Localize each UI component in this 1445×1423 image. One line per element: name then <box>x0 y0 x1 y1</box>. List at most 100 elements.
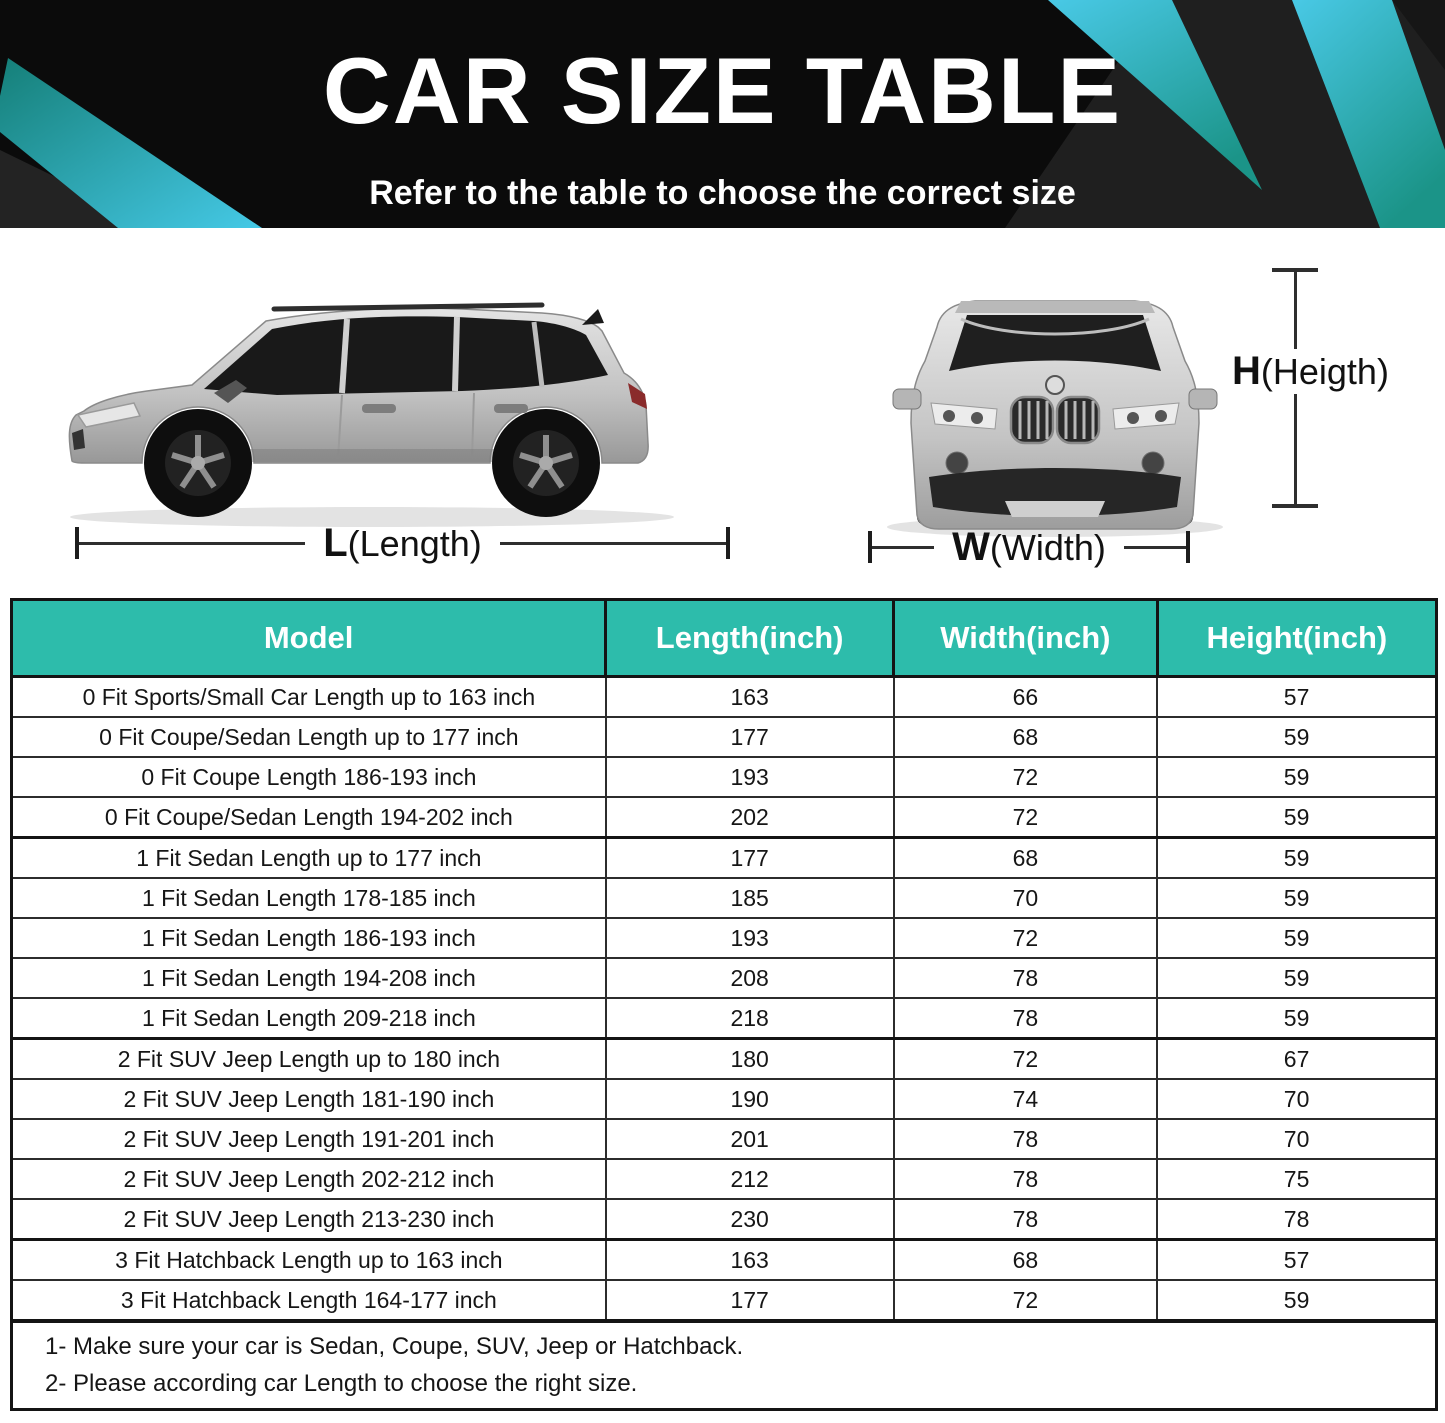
table-row: 1 Fit Sedan Length up to 177 inch 177 68 59 <box>10 836 1438 879</box>
width-cell: 78 <box>892 997 1159 1040</box>
roof-line <box>955 301 1155 313</box>
model-cell: 3 Fit Hatchback Length 164-177 inch <box>10 1279 607 1322</box>
length-cell: 180 <box>604 1037 895 1080</box>
height-cell: 59 <box>1156 836 1438 879</box>
table-row: 2 Fit SUV Jeep Length up to 180 inch 180 7… <box>10 1037 1438 1080</box>
model-cell: 1 Fit Sedan Length 186-193 inch <box>10 917 607 959</box>
dimension-line <box>79 541 306 545</box>
height-cell: 59 <box>1156 716 1438 758</box>
height-cell: 59 <box>1156 756 1438 798</box>
door-seam <box>471 392 475 460</box>
dimension-line <box>872 545 935 549</box>
brand-badge <box>1045 375 1065 395</box>
side-mirror <box>214 380 247 403</box>
length-label: L(Length) <box>323 520 482 565</box>
note-line-2: 2- Please according car Length to choose… <box>45 1370 638 1397</box>
height-cell: 67 <box>1156 1037 1438 1080</box>
length-cell: 163 <box>604 1238 895 1281</box>
model-cell: 0 Fit Coupe Length 186-193 inch <box>10 756 607 798</box>
window-pillar <box>531 321 545 388</box>
width-cell: 66 <box>892 675 1159 718</box>
length-cell: 218 <box>604 997 895 1040</box>
window-pillar <box>339 318 350 394</box>
length-cell: 163 <box>604 675 895 718</box>
dimension-tick <box>1272 504 1318 508</box>
width-cell: 78 <box>892 1198 1159 1241</box>
dimension-tick <box>1186 531 1191 563</box>
size-table-section: Model Length(inch) Width(inch) Height(in… <box>9 598 1439 1411</box>
table-row: 2 Fit SUV Jeep Length 213-230 inch 230 78 7… <box>10 1198 1438 1241</box>
headlight-lens <box>1155 410 1167 422</box>
headlight-lens <box>1127 412 1139 424</box>
headlight-lens <box>971 412 983 424</box>
roof-rail <box>271 302 545 312</box>
length-cell: 177 <box>604 716 895 758</box>
door-seam <box>337 394 343 460</box>
height-cell: 59 <box>1156 997 1438 1040</box>
table-row: 1 Fit Sedan Length 194-208 inch 208 78 59 <box>10 957 1438 999</box>
length-cell: 185 <box>604 877 895 919</box>
left-fog-light <box>945 451 969 475</box>
tail-light <box>628 383 647 409</box>
table-header: Model Length(inch) Width(inch) Height(in… <box>9 598 1439 678</box>
hood-line <box>960 317 1150 336</box>
table-row: 2 Fit SUV Jeep Length 181-190 inch 190 74 7… <box>10 1078 1438 1120</box>
width-cell: 72 <box>892 756 1159 798</box>
right-fog-light <box>1141 451 1165 475</box>
banner-accent-graphics <box>0 0 1445 228</box>
banner-corner-triangle <box>1392 0 1445 70</box>
width-cell: 72 <box>892 1279 1159 1322</box>
banner: CAR SIZE TABLE Refer to the table to cho… <box>0 0 1445 228</box>
width-cell: 70 <box>892 877 1159 919</box>
model-cell: 2 Fit SUV Jeep Length 202-212 inch <box>10 1158 607 1200</box>
length-dimension-line: L(Length) <box>75 521 730 565</box>
skid-plate <box>1005 501 1105 517</box>
table-row: 3 Fit Hatchback Length up to 163 inch 163… <box>10 1238 1438 1281</box>
model-cell: 0 Fit Coupe/Sedan Length 194-202 inch <box>10 796 607 839</box>
dimension-line <box>499 541 726 545</box>
length-cell: 177 <box>604 1279 895 1322</box>
table-row: 0 Fit Sports/Small Car Length up to 163 … <box>10 675 1438 718</box>
model-cell: 0 Fit Sports/Small Car Length up to 163 … <box>10 675 607 718</box>
width-label: W(Width) <box>952 524 1106 569</box>
dimension-tick <box>868 531 872 563</box>
table-row: 3 Fit Hatchback Length 164-177 inch 177 72… <box>10 1279 1438 1322</box>
dimension-line <box>1123 545 1187 549</box>
width-cell: 74 <box>892 1078 1159 1120</box>
banner-left-teal-wedge <box>0 58 262 228</box>
width-cell: 72 <box>892 1037 1159 1080</box>
height-cell: 75 <box>1156 1158 1438 1200</box>
model-cell: 1 Fit Sedan Length 194-208 inch <box>10 957 607 999</box>
page-title: CAR SIZE TABLE <box>322 38 1123 143</box>
model-cell: 2 Fit SUV Jeep Length 213-230 inch <box>10 1198 607 1241</box>
length-cell: 208 <box>604 957 895 999</box>
front-bumper <box>929 468 1181 516</box>
table-row: 1 Fit Sedan Length 178-185 inch 185 70 59 <box>10 877 1438 919</box>
height-cell: 59 <box>1156 796 1438 839</box>
height-cell: 70 <box>1156 1078 1438 1120</box>
width-dimension-line: W(Width) <box>868 525 1191 569</box>
note-line-1: 1- Make sure your car is Sedan, Coupe, S… <box>45 1333 744 1360</box>
dimension-tick <box>726 527 730 559</box>
length-cell: 190 <box>604 1078 895 1120</box>
height-cell: 59 <box>1156 877 1438 919</box>
length-cell: 230 <box>604 1198 895 1241</box>
table-row: 0 Fit Coupe/Sedan Length 194-202 inch 202… <box>10 796 1438 839</box>
door-handle <box>494 404 528 413</box>
grille <box>1009 395 1101 445</box>
column-header-length: Length(inch) <box>604 598 896 678</box>
width-cell: 68 <box>892 836 1159 879</box>
window-pillar <box>452 316 460 392</box>
height-cell: 78 <box>1156 1198 1438 1241</box>
height-cell: 70 <box>1156 1118 1438 1160</box>
table-row: 1 Fit Sedan Length 186-193 inch 193 72 59 <box>10 917 1438 959</box>
model-cell: 1 Fit Sedan Length 209-218 inch <box>10 997 607 1040</box>
width-cell: 78 <box>892 1158 1159 1200</box>
door-handle <box>362 404 396 413</box>
length-cell: 212 <box>604 1158 895 1200</box>
side-car-image <box>68 302 674 527</box>
right-mirror <box>1188 388 1218 410</box>
table-row: 2 Fit SUV Jeep Length 191-201 inch 201 78 7… <box>10 1118 1438 1160</box>
model-cell: 2 Fit SUV Jeep Length 181-190 inch <box>10 1078 607 1120</box>
rear-wheel <box>492 409 600 517</box>
